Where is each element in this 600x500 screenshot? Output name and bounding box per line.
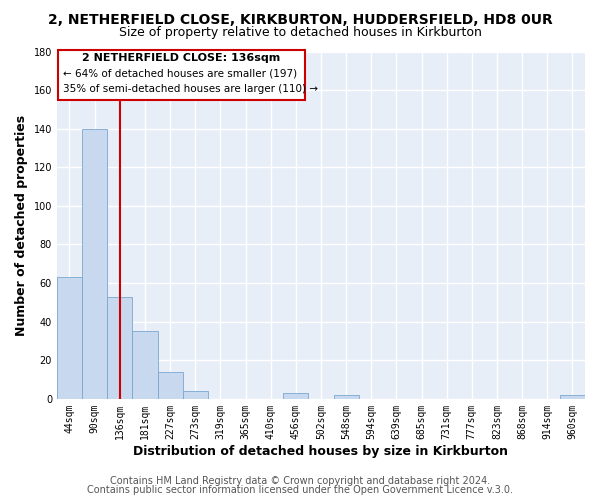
Text: 2 NETHERFIELD CLOSE: 136sqm: 2 NETHERFIELD CLOSE: 136sqm	[82, 54, 281, 64]
Text: 35% of semi-detached houses are larger (110) →: 35% of semi-detached houses are larger (…	[63, 84, 318, 94]
Bar	[133, 332, 158, 399]
Bar	[182, 391, 208, 399]
Bar	[158, 372, 182, 399]
X-axis label: Distribution of detached houses by size in Kirkburton: Distribution of detached houses by size …	[133, 444, 508, 458]
Text: Contains HM Land Registry data © Crown copyright and database right 2024.: Contains HM Land Registry data © Crown c…	[110, 476, 490, 486]
Text: 2, NETHERFIELD CLOSE, KIRKBURTON, HUDDERSFIELD, HD8 0UR: 2, NETHERFIELD CLOSE, KIRKBURTON, HUDDER…	[47, 12, 553, 26]
Bar	[82, 128, 107, 399]
Y-axis label: Number of detached properties: Number of detached properties	[15, 114, 28, 336]
Text: Contains public sector information licensed under the Open Government Licence v.: Contains public sector information licen…	[87, 485, 513, 495]
Bar	[560, 395, 585, 399]
Text: Size of property relative to detached houses in Kirkburton: Size of property relative to detached ho…	[119, 26, 481, 39]
FancyBboxPatch shape	[58, 50, 305, 100]
Bar	[334, 395, 359, 399]
Bar	[57, 278, 82, 399]
Bar	[283, 393, 308, 399]
Bar	[107, 296, 133, 399]
Text: ← 64% of detached houses are smaller (197): ← 64% of detached houses are smaller (19…	[63, 69, 298, 79]
